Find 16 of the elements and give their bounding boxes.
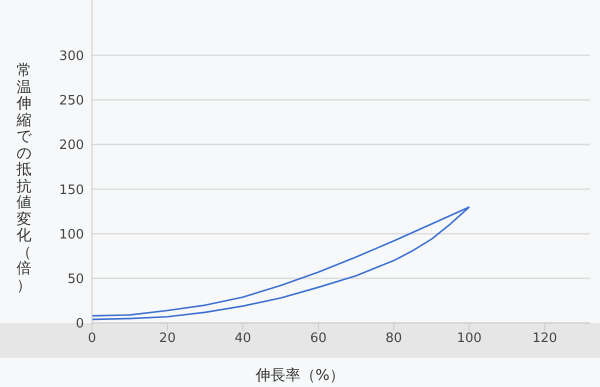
y-tick-label: 300 xyxy=(59,48,84,64)
y-tick-label: 0 xyxy=(76,316,84,332)
x-tick-label: 60 xyxy=(310,331,327,346)
y-tick-label: 150 xyxy=(59,182,84,198)
x-axis-title: 伸長率（%） xyxy=(254,366,346,385)
text: 常温伸縮での抵抗値変化（倍） xyxy=(16,61,32,294)
y-tick-label: 250 xyxy=(59,94,84,109)
y-tick-label: 100 xyxy=(59,227,84,242)
x-tick-label: 80 xyxy=(386,331,402,346)
x-tick-label: 20 xyxy=(159,331,176,346)
x-tick-label: 40 xyxy=(234,331,252,346)
x-tick-label: 100 xyxy=(456,331,482,346)
x-tick-label: 120 xyxy=(532,331,558,346)
x-tick-label: 0 xyxy=(88,331,96,346)
y-tick-label: 50 xyxy=(67,272,84,287)
y-tick-label: 200 xyxy=(59,138,84,154)
